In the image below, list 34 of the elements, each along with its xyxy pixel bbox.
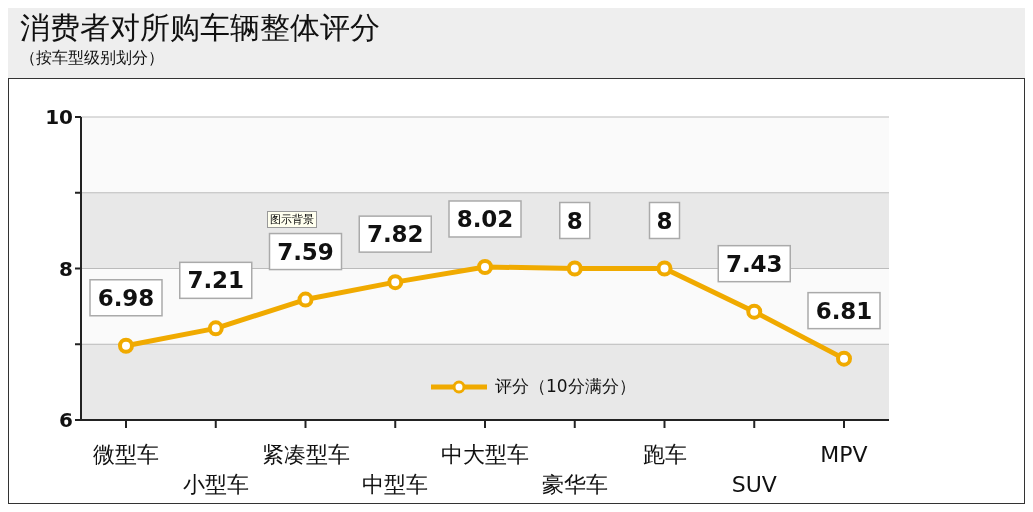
data-label: 7.43	[725, 250, 783, 277]
point	[836, 350, 852, 367]
data-label: 6.98	[97, 284, 155, 311]
y-tick-label: 8	[59, 256, 73, 281]
x-tick-label: MPV	[820, 442, 868, 467]
y-tick-label: 10	[45, 105, 73, 130]
chart-title: 消费者对所购车辆整体评分	[20, 9, 381, 47]
data-label: 8.02	[456, 205, 514, 232]
data-label: 8	[656, 207, 673, 234]
x-tick-label: 微型车	[93, 442, 159, 467]
point	[297, 291, 314, 308]
y-tick-label: 6	[59, 408, 73, 433]
x-tick-label: 紧凑型车	[261, 442, 350, 467]
point	[566, 260, 583, 277]
data-label: 7.82	[366, 221, 424, 248]
point	[207, 320, 224, 337]
annotation: 图示背景	[267, 211, 317, 228]
x-tick-label: 中型车	[362, 472, 429, 497]
point	[118, 337, 134, 354]
x-tick-label: 小型车	[182, 472, 249, 497]
chart-subtitle: （按车型级别划分）	[20, 48, 165, 69]
data-label: 7.59	[277, 238, 334, 265]
x-tick-label: 中大型车	[441, 442, 529, 467]
data-label: 8	[566, 207, 583, 234]
x-tick-label: SUV	[731, 472, 777, 497]
point	[656, 260, 673, 277]
x-tick-label: 跑车	[642, 442, 687, 467]
x-tick-label: 豪华车	[541, 472, 608, 497]
data-label: 7.21	[187, 267, 245, 294]
legend-label: 评分（10分满分）	[495, 375, 636, 398]
data-label: 6.81	[815, 297, 873, 324]
point	[477, 258, 493, 275]
point	[746, 303, 763, 320]
point	[387, 274, 404, 291]
